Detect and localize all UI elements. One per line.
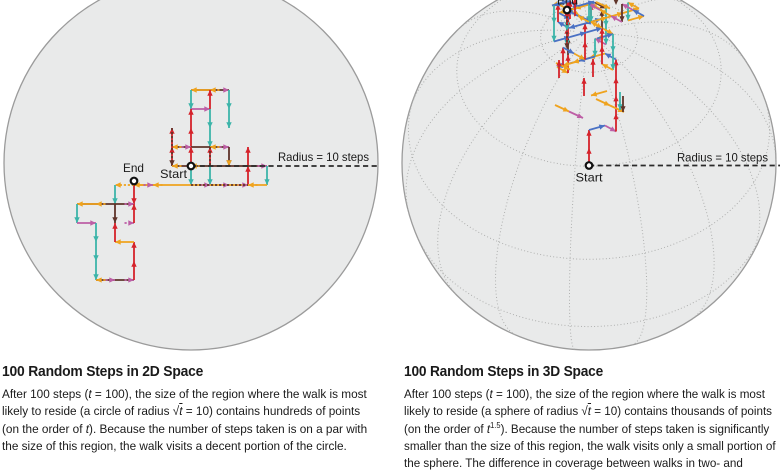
svg-text:Radius = 10 steps: Radius = 10 steps <box>677 151 768 165</box>
svg-text:End: End <box>557 0 578 8</box>
svg-text:End: End <box>123 161 144 175</box>
svg-text:Radius = 10 steps: Radius = 10 steps <box>278 150 369 164</box>
svg-text:Start: Start <box>576 171 604 185</box>
svg-text:Start: Start <box>160 167 188 181</box>
